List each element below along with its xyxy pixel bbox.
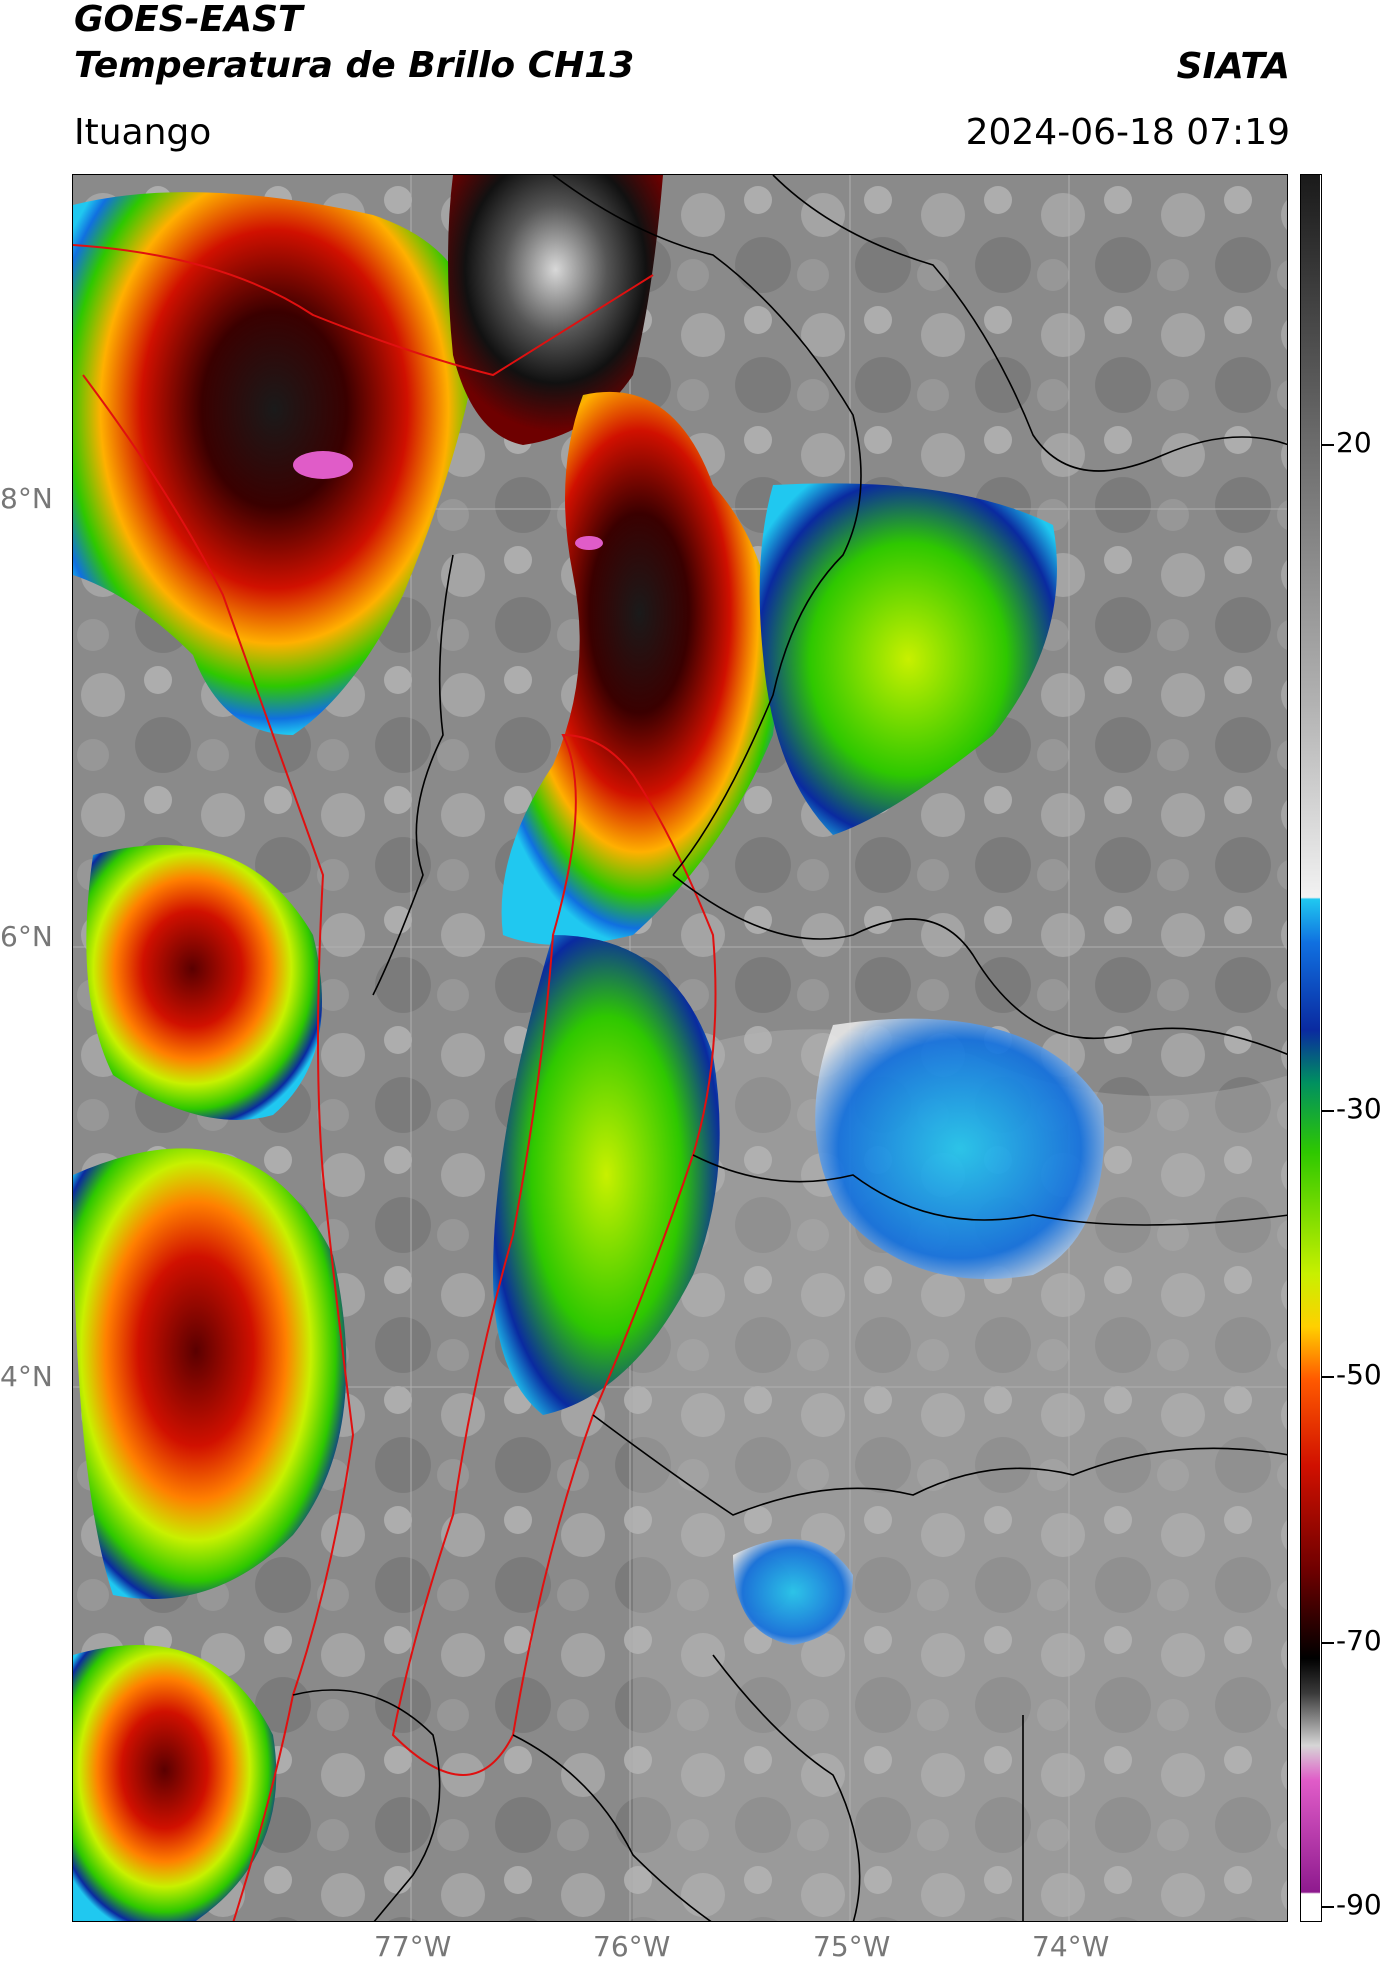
colorbar-tick-minus50 <box>1322 1376 1334 1378</box>
storm-southwest <box>73 1645 277 1921</box>
colorbar-tick-minus90 <box>1322 1906 1334 1908</box>
storm-central <box>501 391 777 945</box>
colorbar-label-minus70: -70 <box>1336 1624 1382 1657</box>
colorbar-label-minus50: -50 <box>1336 1358 1382 1391</box>
bright-cloud-band <box>633 1029 1287 1921</box>
location-label: Ituango <box>74 112 212 153</box>
colorbar-label-20: 20 <box>1336 426 1372 459</box>
lon-label-76w: 76°W <box>593 1930 671 1963</box>
lon-label-77w: 77°W <box>374 1930 452 1963</box>
lat-label-8n: 8°N <box>0 482 53 515</box>
boundary-lines <box>292 175 1287 1921</box>
title-line1: GOES-EAST <box>74 0 303 40</box>
colorbar-tick-minus30 <box>1322 1110 1334 1112</box>
brand-label: SIATA <box>1176 46 1290 87</box>
cloud-cyan-east <box>815 1018 1105 1279</box>
lon-label-75w: 75°W <box>813 1930 891 1963</box>
lat-label-4n: 4°N <box>0 1360 53 1393</box>
department-borders <box>73 244 717 1921</box>
timestamp-label: 2024-06-18 07:19 <box>965 112 1290 153</box>
lat-label-6n: 6°N <box>0 920 53 953</box>
satellite-map[interactable] <box>72 174 1288 1922</box>
storm-northwest <box>73 192 476 736</box>
cloud-cyan-south <box>733 1539 853 1645</box>
colorbar-gradient <box>1301 175 1320 1920</box>
colorbar-tick-20 <box>1322 444 1334 446</box>
storm-west-south <box>73 1148 347 1599</box>
storm-south-central <box>493 935 720 1415</box>
coldest-top-1 <box>293 451 353 479</box>
colorbar <box>1300 174 1322 1922</box>
colorbar-label-minus30: -30 <box>1336 1092 1382 1125</box>
storm-west-mid <box>86 845 322 1120</box>
coldest-top-2 <box>575 536 603 550</box>
map-canvas <box>73 175 1287 1921</box>
colorbar-label-minus90: -90 <box>1336 1888 1382 1921</box>
title-line2: Temperatura de Brillo CH13 <box>74 45 635 86</box>
lon-label-74w: 74°W <box>1032 1930 1110 1963</box>
storm-north-top <box>448 175 663 445</box>
colorbar-tick-minus70 <box>1322 1642 1334 1644</box>
storm-northeast <box>759 483 1057 835</box>
